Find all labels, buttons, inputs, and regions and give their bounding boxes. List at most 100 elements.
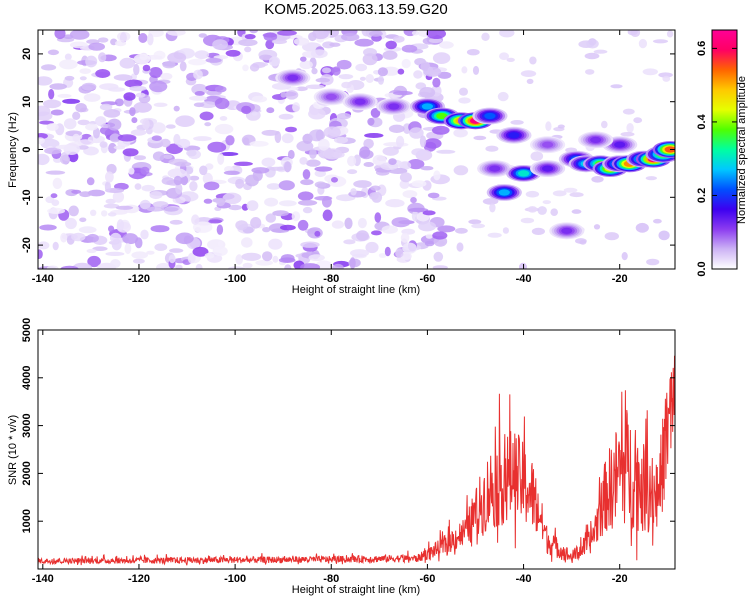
heatmap-cell: [393, 35, 405, 43]
heatmap-cell: [331, 66, 341, 76]
heatmap-hotspot: [542, 165, 554, 172]
heatmap-cell: [160, 138, 171, 148]
heatmap-cell: [400, 232, 410, 243]
heatmap-cell: [86, 177, 95, 186]
heatmap-cell: [466, 49, 480, 56]
heatmap-cell: [374, 212, 382, 223]
y-tick-label: 3000: [21, 413, 33, 437]
heatmap-cell: [167, 30, 186, 36]
heatmap-cell: [499, 30, 515, 38]
heatmap-cell: [432, 77, 441, 88]
heatmap-cell: [111, 238, 122, 251]
heatmap-hotspot: [518, 170, 530, 177]
heatmap-cell: [428, 38, 443, 44]
y-tick-label: -20: [21, 237, 33, 253]
heatmap-cell: [222, 192, 242, 205]
heatmap-cell: [652, 39, 669, 44]
heatmap-cell: [255, 259, 274, 266]
snr-y-ticks: 1000 2000 3000 4000 5000: [21, 318, 675, 533]
heatmap-cell: [140, 166, 150, 175]
heatmap-hotspot: [421, 103, 433, 110]
heatmap-cell: [419, 135, 427, 148]
heatmap-cell: [311, 67, 318, 75]
heatmap-cell: [585, 69, 595, 75]
heatmap-hotspot: [354, 98, 366, 105]
heatmap-cell: [65, 217, 77, 230]
heatmap-cell: [60, 265, 79, 269]
heatmap-cell: [635, 222, 649, 233]
heatmap-cell: [621, 252, 628, 261]
heatmap-cell: [107, 118, 122, 131]
heatmap-cell: [262, 251, 273, 262]
spectrogram-cells: [38, 30, 675, 269]
heatmap-cell: [198, 33, 207, 38]
heatmap-cell: [277, 30, 297, 36]
heatmap-cell: [432, 125, 450, 135]
heatmap-cell: [154, 243, 168, 251]
heatmap-cell: [291, 211, 301, 222]
heatmap-cell: [214, 86, 227, 93]
heatmap-cell: [433, 251, 444, 262]
heatmap-cell: [87, 189, 106, 197]
heatmap-cell: [280, 91, 287, 98]
heatmap-cell: [108, 142, 117, 154]
heatmap-cell: [233, 161, 253, 166]
heatmap-cell: [658, 72, 673, 78]
heatmap-cell: [586, 39, 599, 49]
heatmap-cell: [86, 248, 97, 254]
heatmap-cell: [411, 210, 419, 222]
heatmap-cell: [186, 149, 197, 157]
heatmap-cell: [165, 124, 176, 129]
heatmap-cell: [219, 152, 239, 156]
heatmap-cell: [427, 192, 440, 199]
spectrogram-x-label: Height of straight line (km): [292, 284, 420, 296]
heatmap-cell: [189, 181, 198, 192]
heatmap-cell: [359, 76, 366, 81]
heatmap-cell: [242, 262, 253, 269]
heatmap-cell: [367, 117, 375, 126]
heatmap-cell: [314, 169, 326, 178]
heatmap-cell: [471, 223, 485, 229]
heatmap-cell: [531, 227, 546, 235]
heatmap-cell: [41, 64, 57, 71]
heatmap-cell: [204, 122, 212, 127]
heatmap-cell: [284, 264, 292, 269]
heatmap-cell: [241, 237, 253, 248]
heatmap-cell: [604, 232, 619, 241]
heatmap-cell: [361, 30, 372, 37]
heatmap-cell: [212, 39, 229, 50]
heatmap-cell: [244, 34, 256, 40]
heatmap-cell: [302, 169, 311, 180]
heatmap-cell: [45, 196, 55, 204]
heatmap-cell: [401, 58, 411, 69]
heatmap-cell: [160, 72, 173, 80]
heatmap-cell: [502, 227, 509, 234]
heatmap-cell: [329, 42, 341, 47]
heatmap-cell: [64, 53, 72, 61]
heatmap-cell: [409, 127, 424, 139]
heatmap-cell: [278, 180, 295, 191]
heatmap-cell: [280, 224, 296, 231]
heatmap-cell: [323, 126, 341, 138]
heatmap-cell: [381, 225, 398, 234]
heatmap-cell: [393, 90, 413, 96]
heatmap-cell: [47, 49, 60, 56]
heatmap-cell: [645, 176, 657, 181]
snr-y-label: SNR (10 * v/v): [7, 415, 19, 485]
heatmap-hotspot: [561, 227, 573, 234]
heatmap-cell: [113, 145, 126, 150]
heatmap-cell: [278, 113, 294, 120]
colorbar-tick-label: 0.4: [696, 113, 708, 129]
heatmap-cell: [369, 30, 383, 37]
heatmap-cell: [399, 172, 412, 183]
heatmap-cell: [407, 159, 425, 170]
heatmap-hotspot: [590, 136, 602, 143]
heatmap-cell: [195, 263, 203, 269]
heatmap-cell: [552, 190, 567, 197]
heatmap-cell: [356, 230, 369, 241]
heatmap-cell: [285, 126, 297, 133]
heatmap-cell: [79, 191, 92, 198]
y-tick-label: 1000: [21, 509, 33, 533]
heatmap-cell: [300, 241, 320, 248]
heatmap-cell: [64, 75, 75, 81]
